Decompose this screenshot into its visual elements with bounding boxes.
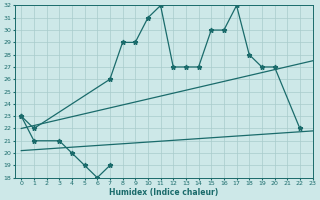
X-axis label: Humidex (Indice chaleur): Humidex (Indice chaleur) (109, 188, 218, 197)
